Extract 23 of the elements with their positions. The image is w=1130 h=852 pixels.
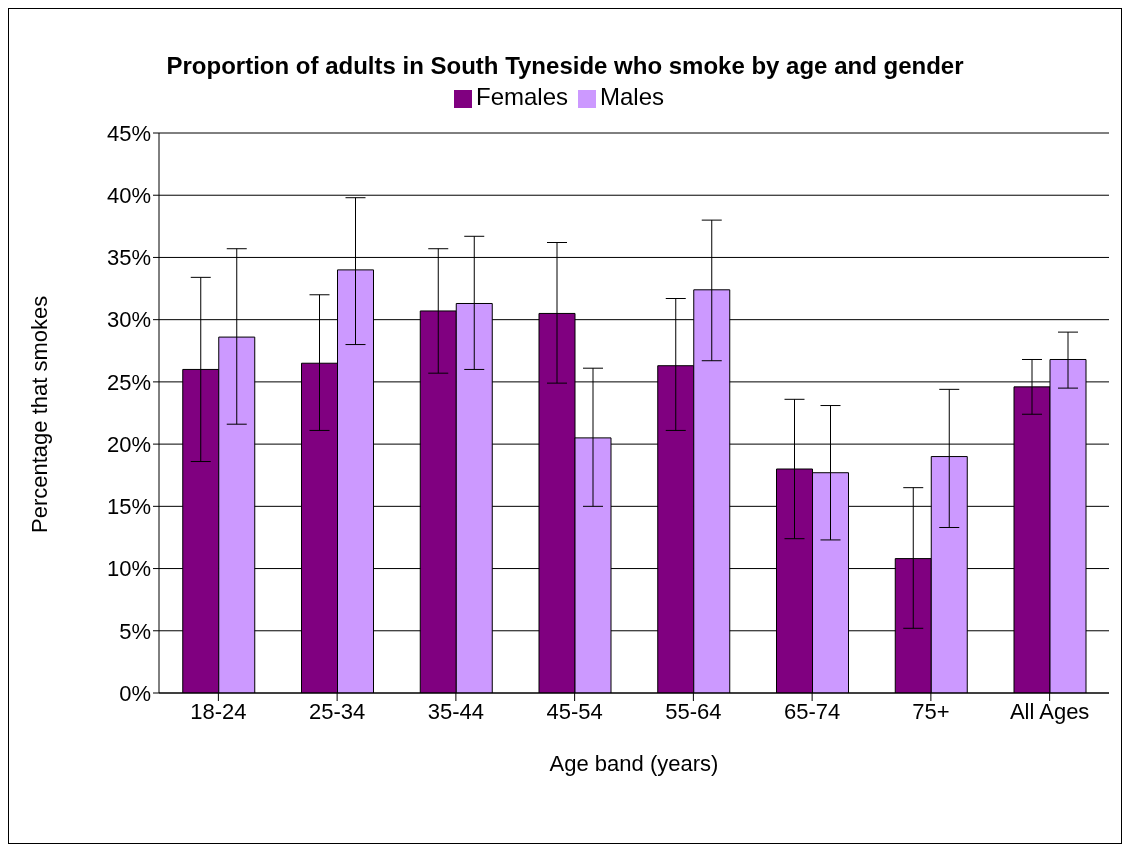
x-tick-label: All Ages <box>1009 698 1090 724</box>
y-tick-label: 15% <box>106 494 151 520</box>
y-tick-label: 30% <box>106 307 151 333</box>
y-tick-label: 25% <box>106 369 151 395</box>
x-tick-label: 65-74 <box>783 698 841 724</box>
y-tick-label: 10% <box>106 556 151 582</box>
y-axis-title: Percentage that smokes <box>26 295 52 533</box>
y-tick-label: 20% <box>106 431 151 457</box>
x-tick-label: 35-44 <box>427 698 485 724</box>
legend-label: Females <box>475 83 568 110</box>
chart-title: Proportion of adults in South Tyneside who smoke by age and gender <box>165 51 965 81</box>
legend-label: Males <box>600 83 665 110</box>
x-tick-label: 75+ <box>912 698 950 724</box>
y-tick-label: 0% <box>119 680 151 706</box>
x-tick-label: 18-24 <box>190 698 247 724</box>
x-axis-title: Age band (years) <box>549 751 719 776</box>
y-tick-label: 5% <box>119 618 151 644</box>
x-tick-label: 25-34 <box>308 698 366 724</box>
x-tick-label: 55-64 <box>665 698 722 724</box>
x-tick-label: 45-54 <box>546 698 603 724</box>
y-tick-label: 40% <box>106 183 151 209</box>
y-tick-label: 45% <box>106 120 151 146</box>
y-tick-label: 35% <box>106 245 151 271</box>
